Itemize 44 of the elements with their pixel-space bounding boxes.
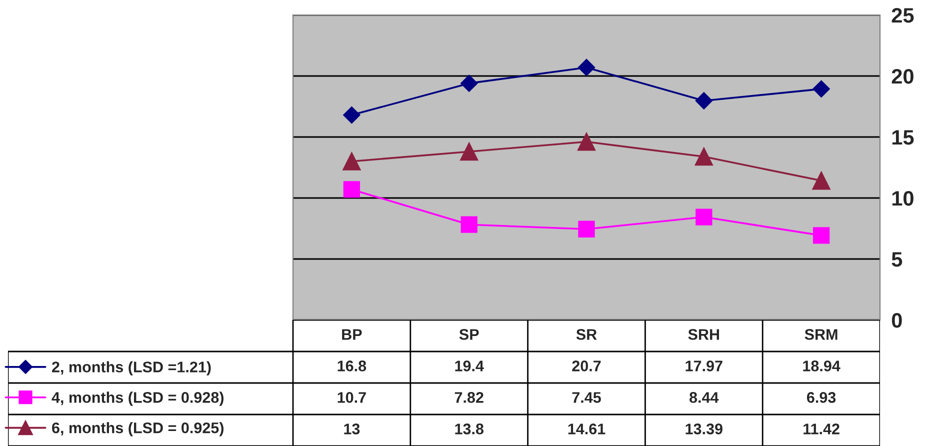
point bbox=[695, 92, 712, 110]
x-tick-label: SR bbox=[576, 329, 597, 340]
y-tick-label: 10 bbox=[892, 191, 914, 206]
x-tick-label: BP bbox=[342, 329, 362, 340]
data-label: 7.82 bbox=[454, 392, 484, 403]
point bbox=[578, 58, 596, 76]
legend-label: 4, months (LSD = 0.928) bbox=[52, 392, 224, 406]
data-label: 18.94 bbox=[803, 360, 840, 372]
data-label: 13.8 bbox=[455, 424, 484, 434]
data-label: 13.39 bbox=[686, 424, 722, 434]
x-tick-label: SRH bbox=[688, 329, 719, 340]
legend-label: 2, months (LSD =1.21) bbox=[52, 361, 211, 376]
point bbox=[460, 216, 478, 233]
point bbox=[812, 227, 830, 244]
point bbox=[696, 208, 712, 226]
y-tick-label: 0 bbox=[892, 313, 902, 328]
y-tick-label: 20 bbox=[892, 69, 914, 84]
point bbox=[812, 172, 830, 190]
data-label: 11.42 bbox=[804, 424, 840, 434]
y-tick-label: 5 bbox=[892, 252, 902, 267]
data-label: 6.93 bbox=[806, 392, 836, 403]
point bbox=[460, 74, 478, 92]
point bbox=[578, 220, 595, 238]
point bbox=[812, 80, 830, 98]
point bbox=[577, 132, 596, 151]
point bbox=[694, 148, 713, 166]
x-tick-label: SP bbox=[459, 329, 479, 340]
legend-label: 6, months (LSD = 0.925) bbox=[52, 422, 224, 436]
point bbox=[343, 106, 360, 124]
data-label: 13 bbox=[344, 424, 360, 434]
point bbox=[343, 181, 360, 198]
point bbox=[460, 142, 478, 161]
x-tick-label: SRM bbox=[804, 329, 838, 340]
point bbox=[342, 152, 361, 170]
data-label: 8.44 bbox=[690, 392, 719, 403]
y-tick-label: 15 bbox=[892, 130, 914, 145]
data-label: 19.4 bbox=[455, 360, 484, 372]
data-label: 20.7 bbox=[572, 360, 601, 372]
data-label: 17.97 bbox=[686, 360, 722, 372]
y-tick-label: 25 bbox=[892, 8, 914, 23]
data-label: 10.7 bbox=[338, 392, 366, 403]
data-label: 7.45 bbox=[572, 392, 601, 403]
data-label: 16.8 bbox=[338, 360, 366, 372]
data-label: 14.61 bbox=[568, 424, 606, 434]
